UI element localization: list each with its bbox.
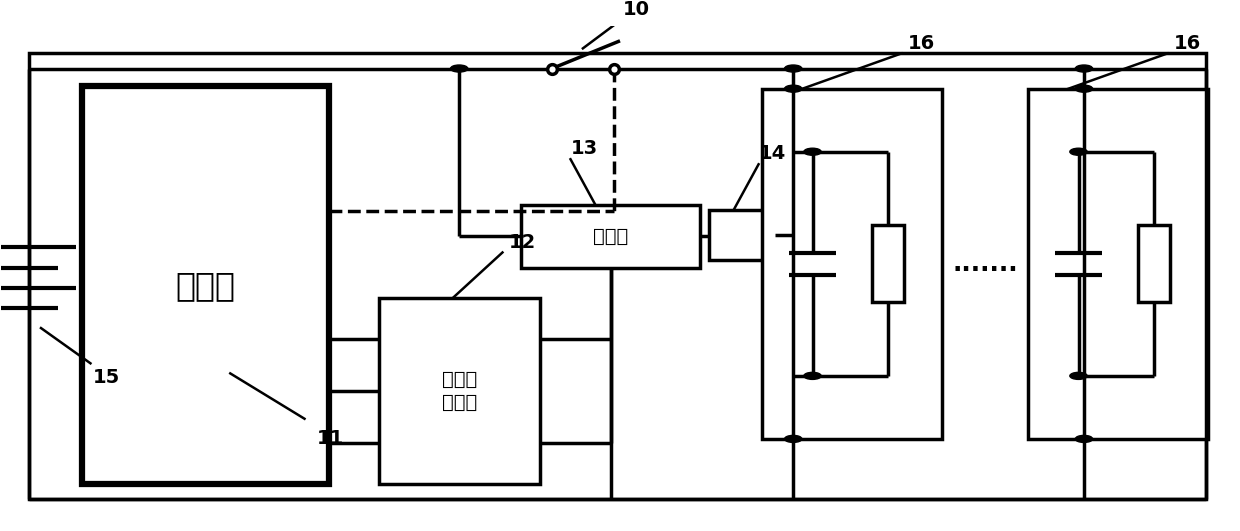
Bar <box>1138 225 1171 302</box>
Text: 10: 10 <box>622 0 650 19</box>
Text: 12: 12 <box>508 234 536 252</box>
Text: .......: ....... <box>952 252 1018 276</box>
Bar <box>29 54 1207 499</box>
Text: 11: 11 <box>317 429 345 448</box>
Bar <box>82 86 330 484</box>
Bar <box>763 89 941 439</box>
Circle shape <box>785 435 802 442</box>
Bar <box>709 210 775 260</box>
Text: 电气隔
离设备: 电气隔 离设备 <box>441 370 477 412</box>
Text: 晶体管: 晶体管 <box>593 227 629 245</box>
Circle shape <box>1075 435 1092 442</box>
Bar <box>872 225 904 302</box>
Bar <box>378 298 539 484</box>
Text: 16: 16 <box>908 35 935 54</box>
Text: 13: 13 <box>570 139 598 158</box>
Circle shape <box>1070 372 1087 379</box>
Circle shape <box>450 65 467 72</box>
Circle shape <box>785 85 802 92</box>
Circle shape <box>785 65 802 72</box>
Text: 14: 14 <box>759 144 786 163</box>
Circle shape <box>1075 65 1092 72</box>
Text: 控制器: 控制器 <box>176 269 236 302</box>
Text: 16: 16 <box>1173 35 1200 54</box>
Circle shape <box>1075 85 1092 92</box>
Circle shape <box>1070 148 1087 155</box>
Bar <box>521 204 701 268</box>
Circle shape <box>804 372 821 379</box>
Bar <box>1028 89 1208 439</box>
Circle shape <box>804 148 821 155</box>
Text: 15: 15 <box>93 369 120 387</box>
